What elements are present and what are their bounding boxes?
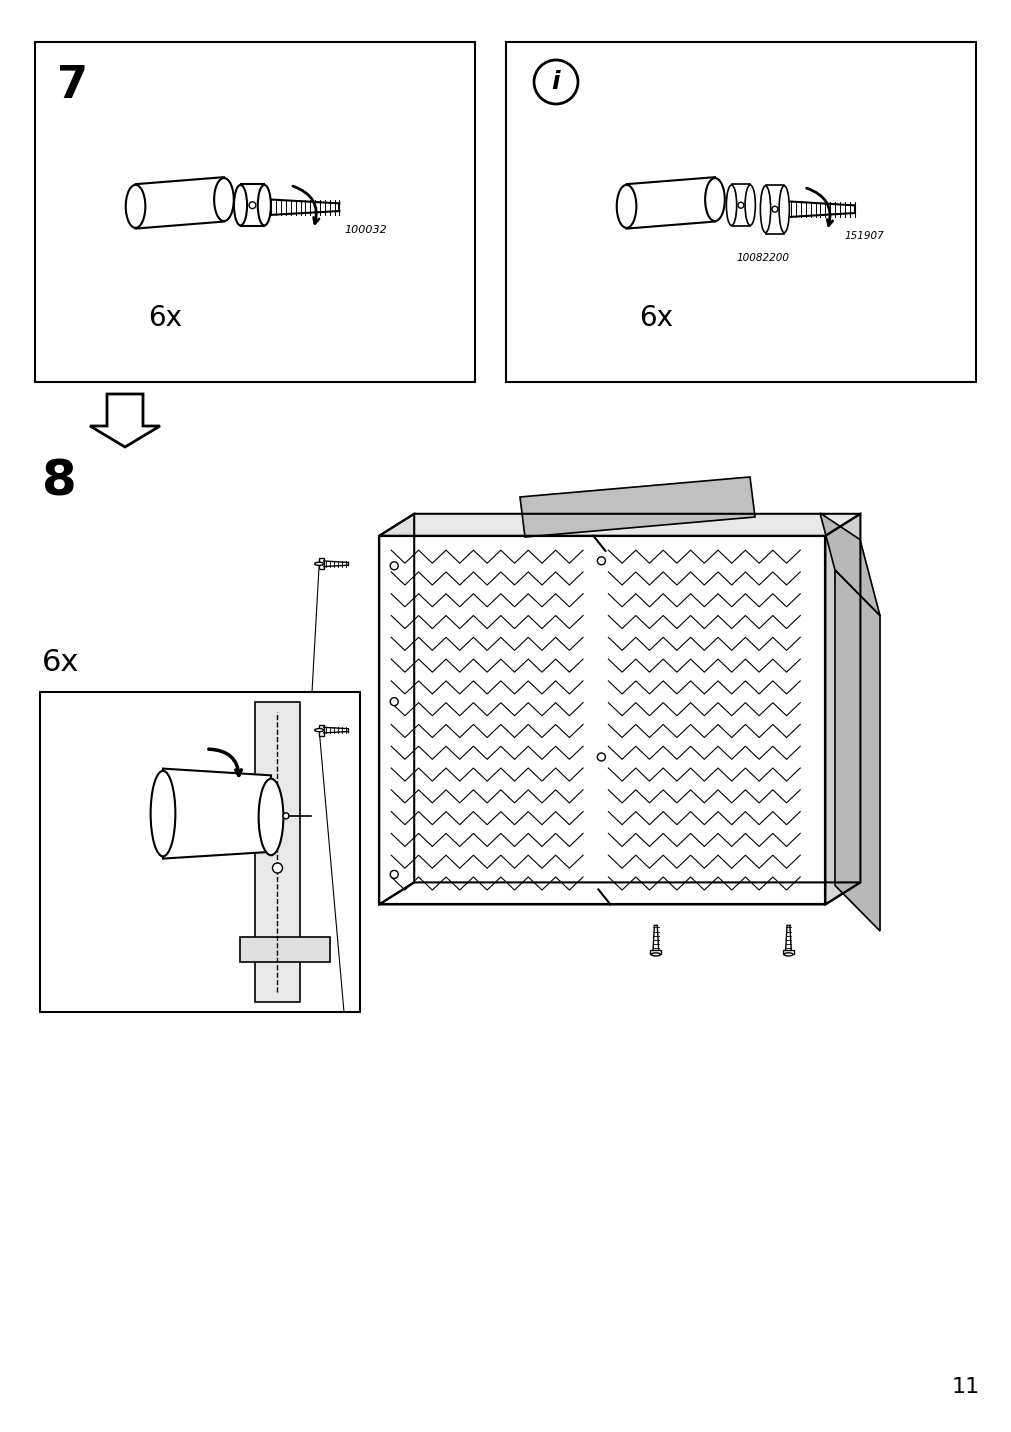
- Ellipse shape: [726, 185, 736, 225]
- Circle shape: [390, 697, 397, 706]
- Text: 11: 11: [950, 1378, 979, 1398]
- Text: 7: 7: [57, 64, 88, 107]
- Text: 100032: 100032: [344, 225, 387, 235]
- Ellipse shape: [651, 952, 659, 957]
- Text: 6x: 6x: [148, 304, 182, 332]
- Ellipse shape: [314, 563, 324, 566]
- Polygon shape: [241, 183, 264, 226]
- Polygon shape: [650, 949, 661, 954]
- Text: i: i: [551, 70, 560, 95]
- Text: 8: 8: [42, 457, 77, 505]
- Circle shape: [596, 753, 605, 760]
- Polygon shape: [163, 769, 271, 859]
- Circle shape: [283, 813, 289, 819]
- Ellipse shape: [778, 186, 789, 232]
- Bar: [240, 937, 330, 962]
- Polygon shape: [379, 882, 859, 905]
- Ellipse shape: [258, 185, 271, 225]
- Bar: [379, 536, 825, 905]
- Ellipse shape: [214, 178, 234, 221]
- Circle shape: [771, 206, 777, 212]
- Bar: [35, 42, 474, 382]
- Polygon shape: [783, 949, 794, 954]
- Ellipse shape: [151, 770, 175, 856]
- Circle shape: [272, 863, 282, 874]
- Circle shape: [737, 202, 743, 208]
- Circle shape: [596, 557, 605, 564]
- Polygon shape: [819, 513, 880, 616]
- Ellipse shape: [705, 178, 724, 221]
- Text: 151907: 151907: [844, 231, 884, 241]
- Ellipse shape: [314, 729, 324, 732]
- Ellipse shape: [744, 185, 754, 225]
- Polygon shape: [90, 394, 160, 447]
- Text: 6x: 6x: [42, 649, 79, 677]
- Polygon shape: [318, 558, 324, 570]
- Circle shape: [534, 60, 577, 105]
- Ellipse shape: [616, 185, 636, 228]
- Ellipse shape: [234, 185, 247, 225]
- Polygon shape: [379, 514, 413, 905]
- Polygon shape: [764, 185, 784, 233]
- Bar: [40, 692, 360, 1012]
- Polygon shape: [318, 725, 324, 736]
- Polygon shape: [825, 514, 859, 905]
- Polygon shape: [135, 178, 223, 229]
- Circle shape: [249, 202, 256, 209]
- Polygon shape: [731, 183, 749, 226]
- Text: 6x: 6x: [638, 304, 672, 332]
- Bar: [379, 536, 825, 905]
- Ellipse shape: [784, 952, 793, 957]
- Ellipse shape: [125, 185, 146, 228]
- Polygon shape: [520, 477, 754, 537]
- Circle shape: [390, 561, 397, 570]
- Text: 10082200: 10082200: [736, 253, 789, 263]
- Bar: [506, 42, 975, 382]
- Circle shape: [390, 871, 397, 878]
- Polygon shape: [834, 570, 880, 931]
- Ellipse shape: [759, 186, 770, 232]
- Polygon shape: [626, 178, 714, 229]
- Ellipse shape: [259, 779, 283, 855]
- Bar: [255, 702, 299, 1002]
- Polygon shape: [379, 514, 859, 536]
